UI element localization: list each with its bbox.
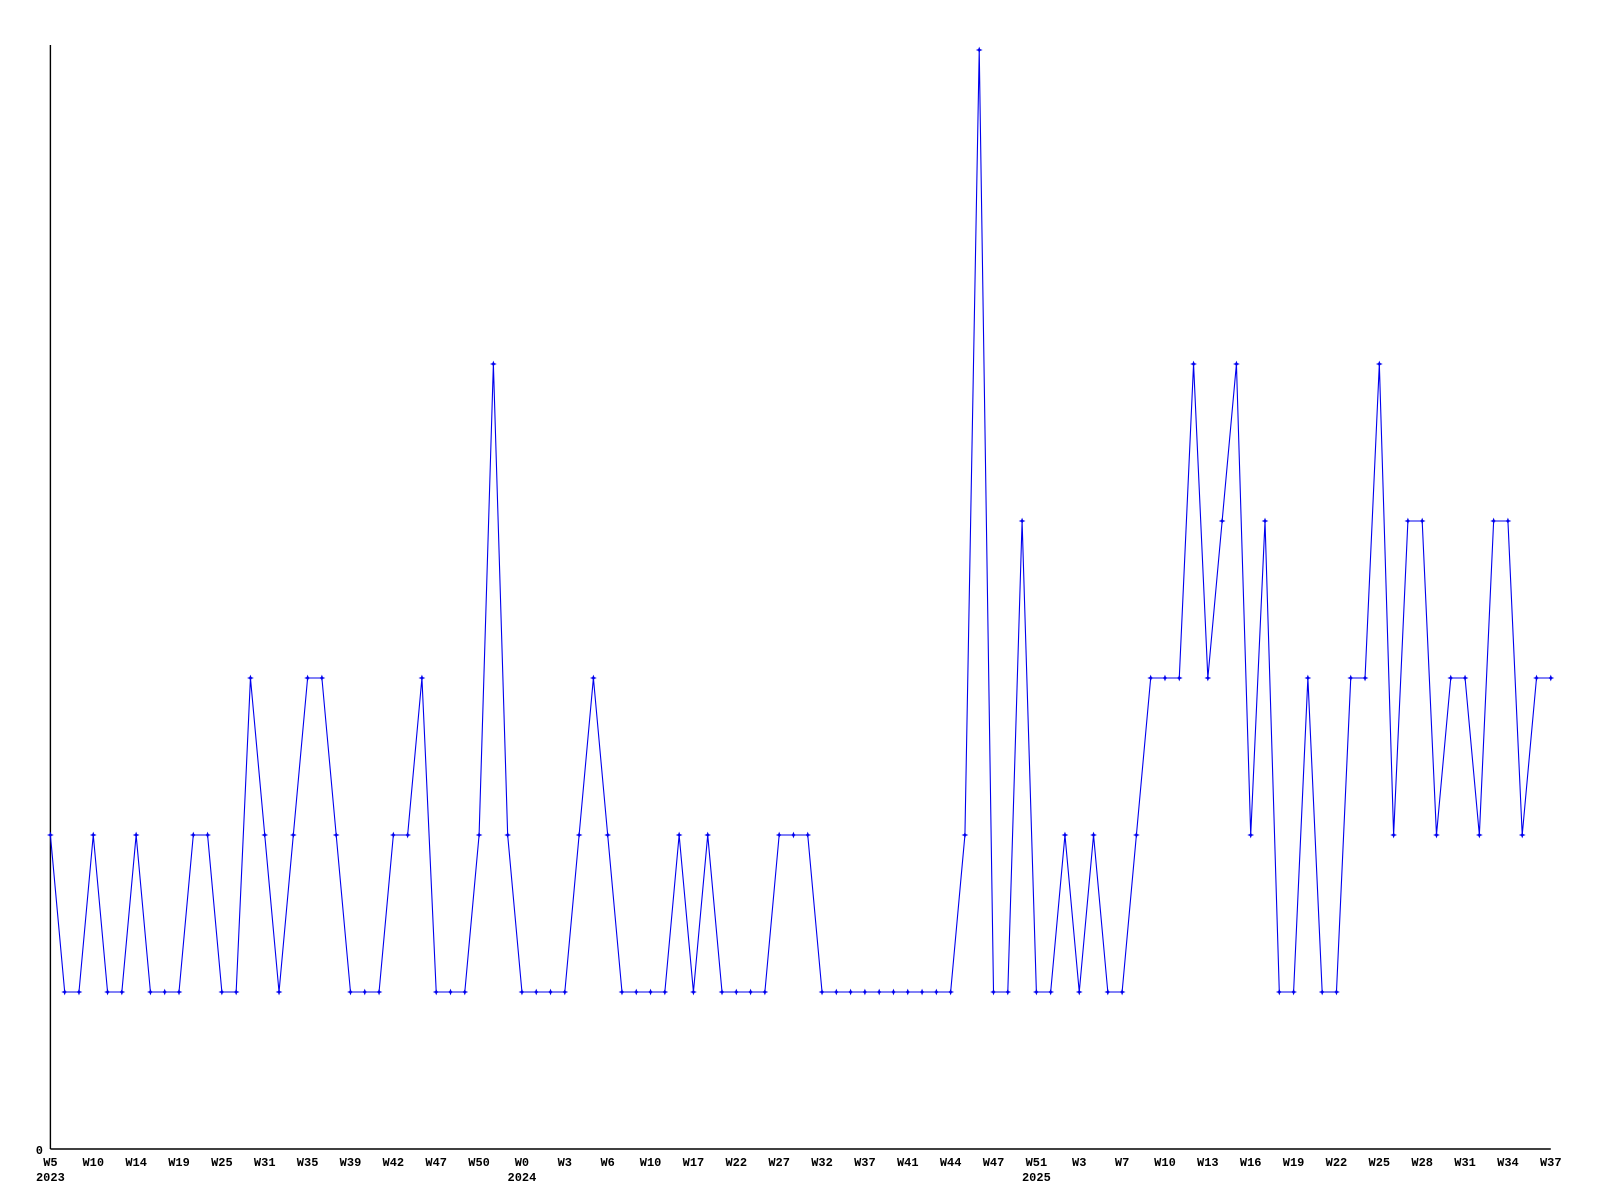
svg-text:W13: W13	[1197, 1156, 1219, 1170]
svg-text:W44: W44	[940, 1156, 962, 1170]
svg-text:W22: W22	[1326, 1156, 1348, 1170]
svg-text:W47: W47	[983, 1156, 1005, 1170]
svg-text:W10: W10	[640, 1156, 662, 1170]
svg-text:W19: W19	[1283, 1156, 1305, 1170]
svg-text:W3: W3	[1072, 1156, 1086, 1170]
svg-text:2025: 2025	[1022, 1171, 1051, 1185]
svg-text:W3: W3	[558, 1156, 572, 1170]
svg-text:W32: W32	[811, 1156, 833, 1170]
svg-text:W0: W0	[515, 1156, 529, 1170]
svg-text:W31: W31	[254, 1156, 276, 1170]
svg-text:2023: 2023	[36, 1171, 65, 1185]
svg-text:2024: 2024	[508, 1171, 537, 1185]
svg-text:W6: W6	[600, 1156, 614, 1170]
svg-text:W5: W5	[43, 1156, 57, 1170]
svg-text:W19: W19	[168, 1156, 190, 1170]
svg-text:W16: W16	[1240, 1156, 1262, 1170]
svg-text:W31: W31	[1454, 1156, 1476, 1170]
svg-text:W10: W10	[1154, 1156, 1176, 1170]
svg-text:W14: W14	[125, 1156, 147, 1170]
svg-text:W37: W37	[1540, 1156, 1562, 1170]
svg-text:W50: W50	[468, 1156, 490, 1170]
svg-text:W28: W28	[1411, 1156, 1433, 1170]
svg-text:0: 0	[36, 1144, 43, 1158]
svg-text:W25: W25	[1369, 1156, 1391, 1170]
svg-text:W7: W7	[1115, 1156, 1129, 1170]
svg-text:W25: W25	[211, 1156, 233, 1170]
svg-text:W34: W34	[1497, 1156, 1519, 1170]
svg-text:W41: W41	[897, 1156, 919, 1170]
svg-text:W42: W42	[383, 1156, 405, 1170]
svg-text:W35: W35	[297, 1156, 319, 1170]
svg-text:W37: W37	[854, 1156, 876, 1170]
svg-text:W51: W51	[1026, 1156, 1048, 1170]
svg-text:W47: W47	[425, 1156, 447, 1170]
svg-text:W27: W27	[768, 1156, 790, 1170]
svg-text:W10: W10	[82, 1156, 104, 1170]
svg-text:W17: W17	[683, 1156, 705, 1170]
svg-text:W22: W22	[725, 1156, 747, 1170]
svg-text:W39: W39	[340, 1156, 362, 1170]
